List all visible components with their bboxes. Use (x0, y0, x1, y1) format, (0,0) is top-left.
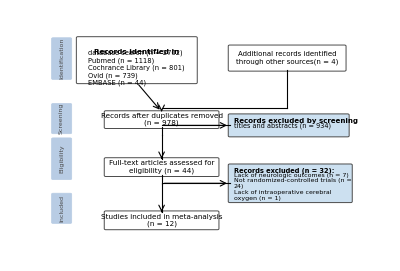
FancyBboxPatch shape (228, 114, 349, 137)
FancyBboxPatch shape (52, 38, 72, 79)
Text: database search (n = 2702)
Pubmed (n = 1118)
Cochrance Library (n = 801)
Ovid (n: database search (n = 2702) Pubmed (n = 1… (88, 50, 185, 86)
FancyBboxPatch shape (52, 138, 72, 180)
Text: titles and abstracts (n = 934): titles and abstracts (n = 934) (234, 122, 330, 129)
Text: Studies included in meta-analysis
(n = 12): Studies included in meta-analysis (n = 1… (101, 214, 222, 227)
FancyBboxPatch shape (52, 104, 72, 134)
Text: Identification: Identification (59, 38, 64, 79)
Text: Eligibility: Eligibility (59, 144, 64, 173)
Text: Records excluded (n = 32):: Records excluded (n = 32): (234, 168, 334, 174)
FancyBboxPatch shape (104, 158, 219, 176)
Text: Records identified in: Records identified in (94, 49, 180, 55)
FancyBboxPatch shape (52, 193, 72, 224)
Text: Records excluded by screening: Records excluded by screening (234, 118, 358, 124)
Text: Included: Included (59, 195, 64, 222)
FancyBboxPatch shape (76, 37, 197, 84)
Text: Records after duplicates removed
(n = 978): Records after duplicates removed (n = 97… (100, 113, 223, 126)
Text: Lack of neurologic outcomes (n = 7)
Not randomized-controlled trials (n =
24)
La: Lack of neurologic outcomes (n = 7) Not … (234, 173, 351, 201)
FancyBboxPatch shape (228, 164, 352, 203)
FancyBboxPatch shape (104, 111, 219, 128)
Text: Full-text articles assessed for
eligibility (n = 44): Full-text articles assessed for eligibil… (109, 160, 214, 174)
FancyBboxPatch shape (104, 211, 219, 230)
Text: Screening: Screening (59, 103, 64, 134)
FancyBboxPatch shape (228, 45, 346, 71)
Text: Additional records identified
through other sources(n = 4): Additional records identified through ot… (236, 51, 338, 65)
